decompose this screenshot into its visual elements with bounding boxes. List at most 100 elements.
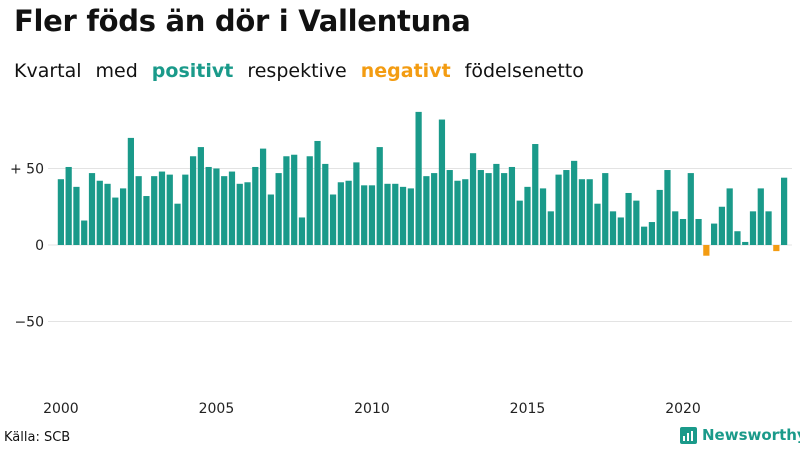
bar (384, 183, 391, 245)
legend-negative-label: negativt (360, 60, 451, 82)
bar (174, 203, 181, 245)
bar (368, 185, 376, 245)
bar (781, 177, 788, 245)
bar (571, 160, 578, 245)
bar (314, 140, 321, 245)
bar (773, 245, 780, 252)
newsworthy-logo-icon (680, 426, 697, 444)
bar (252, 166, 259, 245)
bar (532, 144, 539, 245)
bar (602, 173, 609, 245)
bar (539, 188, 547, 245)
bar (742, 241, 749, 245)
x-tick-label: 2020 (665, 401, 701, 417)
bar (524, 186, 531, 245)
x-tick-label: 2005 (199, 401, 235, 417)
bar (322, 163, 329, 245)
subtitle-word: Kvartal (14, 60, 82, 82)
bar (244, 182, 251, 245)
bar (407, 188, 414, 245)
bar (399, 186, 407, 245)
bar (625, 192, 632, 245)
bar (718, 206, 726, 245)
brand-logo: Newsworthy (680, 426, 800, 444)
bar (477, 170, 484, 245)
bar (734, 231, 741, 245)
y-tick-label: + 50 (10, 162, 44, 178)
bar (213, 168, 220, 245)
bar (197, 147, 204, 245)
bar (112, 197, 119, 245)
bar (501, 173, 508, 245)
bar (306, 156, 313, 245)
bar (228, 171, 236, 245)
bar (236, 183, 243, 245)
bar (345, 180, 352, 245)
source-note: Källa: SCB (4, 430, 71, 445)
bar (547, 211, 554, 245)
bar (205, 166, 212, 245)
bar (119, 188, 127, 245)
bar (749, 211, 757, 245)
bar (726, 188, 733, 245)
bar (469, 153, 477, 245)
bar (143, 196, 150, 245)
bar (81, 220, 88, 245)
bar (423, 176, 430, 245)
bar (57, 179, 64, 245)
bar (291, 154, 298, 245)
bar (555, 174, 562, 245)
bar (641, 226, 648, 245)
bar (353, 162, 360, 245)
bar (298, 217, 306, 245)
bar (586, 179, 593, 245)
bar (438, 119, 446, 245)
bar (182, 174, 189, 245)
x-tick-label: 2000 (43, 401, 79, 417)
chart-title: Fler föds än dör i Vallentuna (14, 4, 471, 38)
bar (765, 211, 772, 245)
bar (508, 166, 516, 245)
bar (283, 156, 290, 245)
x-tick-label: 2015 (510, 401, 546, 417)
bar (563, 170, 570, 245)
bar (462, 179, 469, 245)
bar (158, 171, 166, 245)
bar (135, 176, 142, 245)
y-tick-label: 0 (35, 238, 44, 254)
bar (672, 211, 679, 245)
bar (392, 183, 399, 245)
bar (703, 245, 710, 256)
bar (757, 188, 764, 245)
subtitle-word: födelsenetto (464, 60, 584, 82)
bar (656, 189, 663, 245)
bar (267, 194, 274, 245)
bar (617, 217, 624, 245)
bar (166, 174, 173, 245)
bar (454, 180, 461, 245)
legend-positive-label: positivt (151, 60, 234, 82)
bar (493, 163, 500, 245)
bar (578, 179, 586, 245)
bar (104, 183, 111, 245)
y-tick-label: −50 (14, 315, 44, 331)
subtitle-word: respektive (247, 60, 347, 82)
bar (127, 137, 134, 245)
bar (679, 218, 687, 245)
bar (189, 156, 197, 245)
bar (648, 222, 656, 245)
bar (664, 170, 671, 245)
bar (151, 176, 158, 245)
bar (275, 173, 282, 245)
bar (609, 211, 617, 245)
bar (65, 166, 72, 245)
bar (337, 182, 344, 245)
subtitle-word: med (95, 60, 138, 82)
chart-subtitle: Kvartal med positivt respektive negativt föde… (14, 60, 598, 82)
bar (516, 200, 523, 245)
bar (415, 111, 422, 245)
x-tick-label: 2010 (354, 401, 390, 417)
bar (376, 147, 383, 245)
bar (73, 186, 80, 245)
